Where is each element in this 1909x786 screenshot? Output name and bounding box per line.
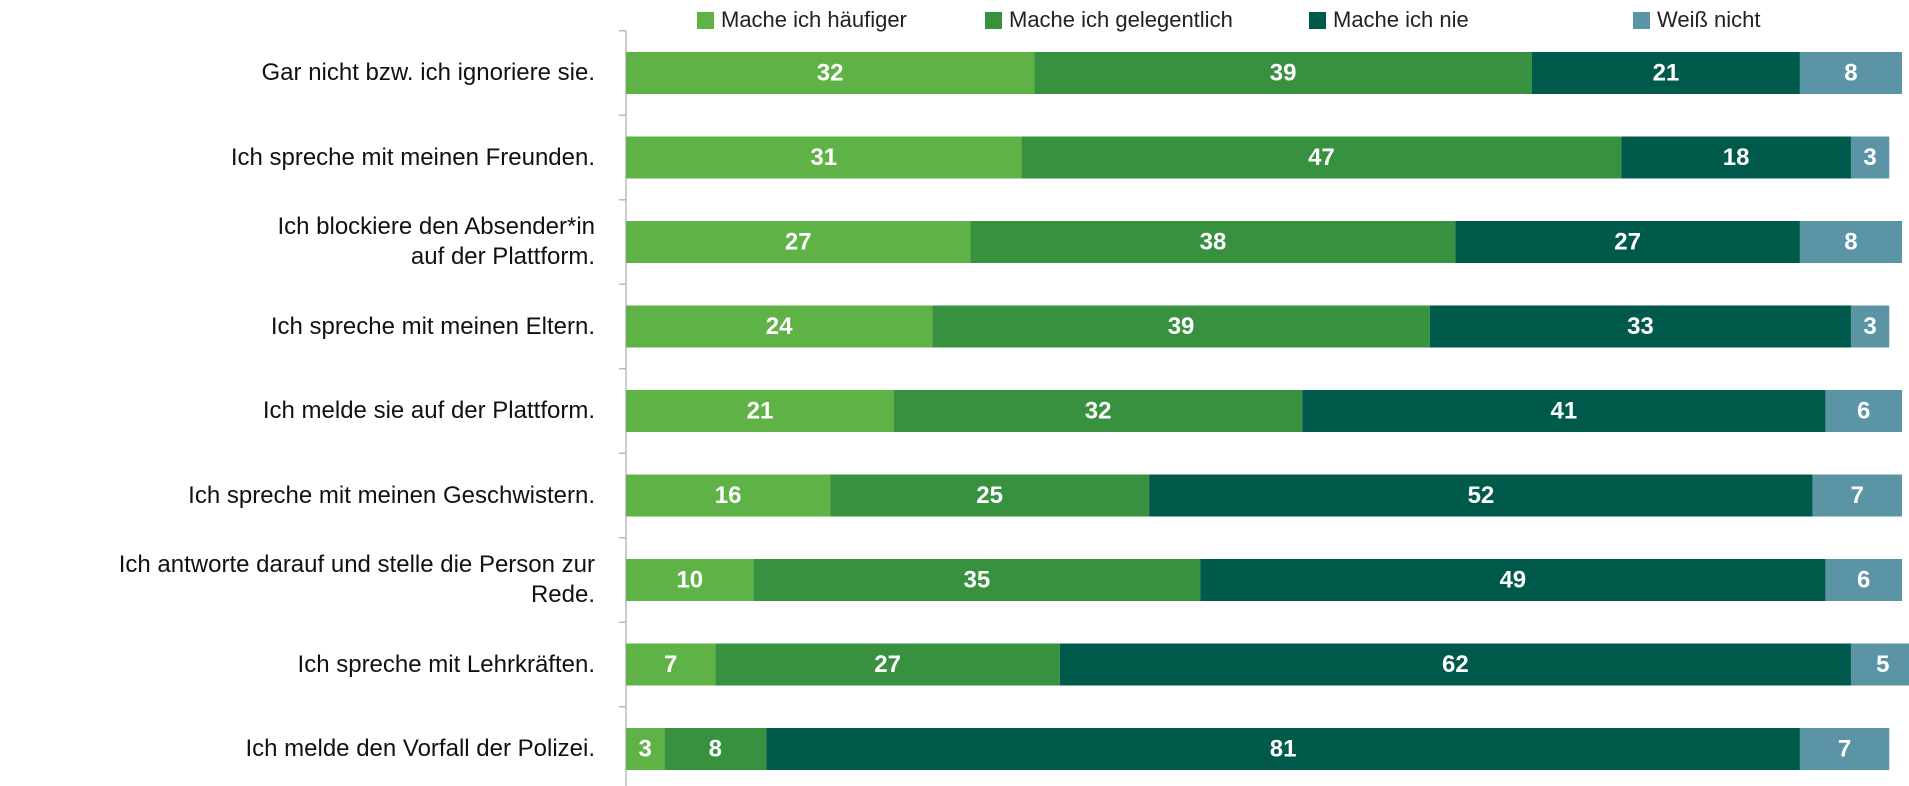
bar-segment [1825, 559, 1902, 601]
value-label: 27 [785, 228, 812, 255]
category-label: Ich antworte darauf und stelle die Perso… [118, 551, 595, 608]
bar-segment [766, 728, 1800, 770]
value-label: 27 [1614, 228, 1641, 255]
category-label: Ich spreche mit Lehrkräften. [297, 650, 595, 678]
value-label: 27 [874, 651, 901, 678]
bar-segment [1059, 643, 1851, 686]
value-label: 25 [976, 482, 1003, 509]
bar-segment [1531, 52, 1800, 94]
legend-label: Mache ich gelegentlich [1009, 7, 1233, 32]
value-label: 24 [766, 313, 793, 340]
category-label: Ich blockiere den Absender*in auf der Pl… [277, 213, 595, 270]
value-label: 39 [1168, 313, 1195, 340]
value-label: 18 [1723, 144, 1750, 171]
bar-segment [1799, 728, 1890, 770]
bar-segment [893, 390, 1303, 432]
bar-segment [1455, 221, 1800, 263]
bar-segment [1850, 643, 1909, 686]
value-label: 16 [715, 482, 742, 509]
bar-segment [1812, 474, 1902, 517]
value-label: 8 [1844, 59, 1857, 86]
value-label: 21 [747, 397, 774, 424]
category-label: Ich spreche mit meinen Eltern. [270, 312, 595, 340]
bar-segment [932, 305, 1430, 348]
legend-swatch [697, 12, 714, 29]
value-label: 35 [964, 566, 991, 593]
bar-segment [626, 390, 894, 432]
value-label: 8 [709, 735, 722, 762]
category-label: Ich spreche mit meinen Freunden. [230, 143, 595, 171]
value-label: 31 [810, 144, 837, 171]
bar-segment [1302, 390, 1826, 432]
bar-segment [1200, 559, 1826, 601]
bar-segment [1850, 136, 1890, 179]
bar-segment [626, 305, 933, 348]
bar-segment [626, 559, 754, 601]
legend-label: Mache ich häufiger [721, 7, 907, 32]
value-label: 7 [664, 651, 677, 678]
value-label: 3 [1863, 313, 1876, 340]
bar-segment [1799, 52, 1902, 94]
value-label: 8 [1844, 228, 1857, 255]
category-label: Ich melde den Vorfall der Polizei. [245, 735, 595, 762]
value-label: 6 [1857, 566, 1870, 593]
category-label: Ich spreche mit meinen Geschwistern. [188, 481, 595, 509]
legend-label: Weiß nicht [1657, 7, 1761, 32]
value-label: 52 [1468, 482, 1495, 509]
value-label: 6 [1857, 397, 1870, 424]
value-label: 3 [1863, 144, 1876, 171]
category-label: Ich melde sie auf der Plattform. [262, 397, 595, 424]
bar-segment [626, 136, 1022, 179]
value-label: 7 [1838, 735, 1851, 762]
value-label: 33 [1627, 313, 1654, 340]
bar-segment [753, 559, 1201, 601]
bar-segment [626, 728, 665, 770]
bar-segment [970, 221, 1456, 263]
value-label: 62 [1442, 651, 1469, 678]
bar-segment [626, 643, 716, 686]
bar-segment [1034, 52, 1532, 94]
bar-segment [664, 728, 767, 770]
bar-segment [715, 643, 1060, 686]
value-label: 32 [817, 59, 844, 86]
legend-swatch [1309, 12, 1326, 29]
bar-segment [1799, 221, 1902, 263]
bar-segment [626, 52, 1035, 94]
value-label: 41 [1551, 397, 1578, 424]
legend-swatch [985, 12, 1002, 29]
value-label: 32 [1085, 397, 1112, 424]
value-label: 38 [1200, 228, 1227, 255]
category-label: Gar nicht bzw. ich ignoriere sie. [261, 59, 595, 86]
value-label: 21 [1653, 59, 1680, 86]
value-label: 3 [638, 735, 651, 762]
bar-segment [626, 474, 831, 517]
bar-segment [1021, 136, 1622, 179]
bar-segment [1621, 136, 1851, 179]
value-label: 39 [1270, 59, 1297, 86]
value-label: 7 [1851, 482, 1864, 509]
value-label: 81 [1270, 735, 1297, 762]
value-label: 10 [676, 566, 703, 593]
value-label: 47 [1308, 144, 1335, 171]
legend-swatch [1633, 12, 1650, 29]
bar-segment [1850, 305, 1890, 348]
bar-segment [1429, 305, 1851, 348]
bar-segment [1149, 474, 1813, 517]
legend-label: Mache ich nie [1333, 7, 1469, 32]
value-label: 5 [1876, 651, 1889, 678]
bar-segment [626, 221, 971, 263]
value-label: 49 [1499, 566, 1526, 593]
bar-segment [830, 474, 1150, 517]
bar-segment [1825, 390, 1902, 432]
